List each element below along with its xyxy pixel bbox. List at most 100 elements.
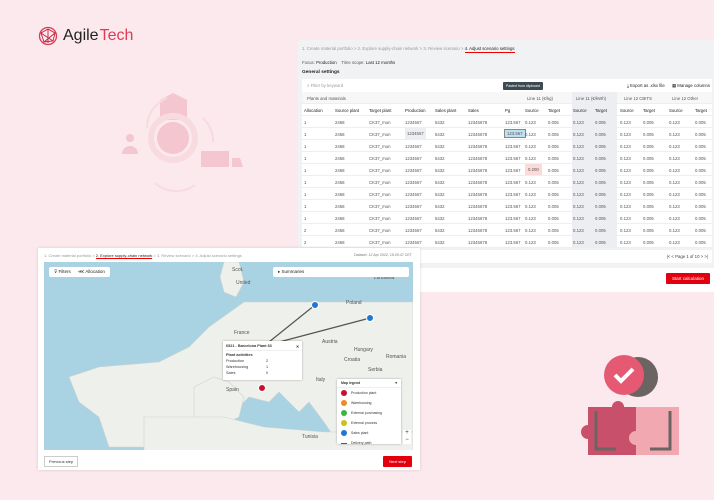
table-cell[interactable]: CK37_mon	[369, 144, 391, 149]
table-cell[interactable]: 0.123	[620, 180, 631, 185]
crumb-step-4[interactable]: 4. Adjust scenario settings	[464, 46, 515, 53]
table-cell[interactable]: 12345678	[468, 204, 488, 209]
table-cell[interactable]: 123.567	[505, 192, 521, 197]
table-cell[interactable]: 2468	[335, 180, 345, 185]
table-cell[interactable]: 0.123	[525, 132, 536, 137]
table-cell[interactable]: 0.123	[669, 168, 680, 173]
table-cell[interactable]: 12345678	[468, 144, 488, 149]
group-line11-kg[interactable]: Line 11 (€/kg)	[527, 96, 553, 101]
table-cell[interactable]: 0.123	[669, 120, 680, 125]
manage-columns-button[interactable]: ▦ Manage columns	[672, 83, 710, 88]
table-cell[interactable]: 0.123	[620, 144, 631, 149]
table-cell[interactable]: 123.567	[505, 228, 521, 233]
table-cell[interactable]: 0.005	[548, 132, 559, 137]
table-cell[interactable]: 0.005	[548, 240, 559, 245]
table-cell[interactable]: 0.123	[620, 228, 631, 233]
table-cell[interactable]: 0.005	[595, 144, 606, 149]
table-cell[interactable]: 1234567	[405, 144, 422, 149]
table-cell[interactable]: 2468	[335, 120, 345, 125]
table-cell[interactable]: 1234567	[405, 192, 422, 197]
table-cell[interactable]: CK37_mon	[369, 120, 391, 125]
table-cell[interactable]: 0.123	[620, 156, 631, 161]
table-cell[interactable]: 0.005	[695, 228, 706, 233]
table-cell[interactable]: 0.123	[669, 204, 680, 209]
column-header[interactable]: Source	[620, 108, 634, 113]
table-cell[interactable]: 0.005	[643, 120, 654, 125]
table-cell[interactable]: 123.567	[504, 129, 526, 138]
table-cell[interactable]: 12345678	[468, 228, 488, 233]
table-row[interactable]: 1 2468 CK37_mon 1234567 5432 12345678 123.567 0…	[302, 152, 712, 164]
table-row[interactable]: 1 2468 CK37_mon 1234567 5432 12345678 123.567 0…	[302, 188, 712, 200]
table-cell[interactable]: 0.005	[695, 144, 706, 149]
table-cell[interactable]: 0.005	[548, 228, 559, 233]
column-header[interactable]: Production	[405, 108, 426, 113]
table-cell[interactable]: 2	[304, 240, 307, 245]
table-cell[interactable]: 123.567	[505, 156, 521, 161]
table-cell[interactable]: 1234567	[405, 204, 422, 209]
table-cell[interactable]: 1234567	[405, 180, 422, 185]
table-cell[interactable]: 0.123	[669, 240, 680, 245]
column-header[interactable]: Source plant	[335, 108, 360, 113]
zoom-in-button[interactable]: +	[405, 430, 409, 436]
table-cell[interactable]: 12345678	[468, 192, 488, 197]
column-header[interactable]: Source	[669, 108, 683, 113]
table-cell[interactable]: 12345678	[468, 216, 488, 221]
table-cell[interactable]: 5432	[435, 120, 445, 125]
table-cell[interactable]: 2468	[335, 144, 345, 149]
table-cell[interactable]: 0.005	[643, 168, 654, 173]
table-cell[interactable]: 1	[304, 216, 307, 221]
table-row[interactable]: 1 2468 CK37_mon 1234567 5432 12345678 123.567 0…	[302, 128, 712, 140]
table-cell[interactable]: CK37_mon	[369, 192, 391, 197]
table-cell[interactable]: 12345678	[468, 132, 488, 137]
table-cell[interactable]: 1234567	[405, 240, 422, 245]
table-cell[interactable]: 0.005	[695, 168, 706, 173]
table-cell[interactable]: 2468	[335, 216, 345, 221]
table-cell[interactable]: 0.123	[573, 168, 584, 173]
table-cell[interactable]: 1234567	[405, 128, 426, 139]
table-cell[interactable]: 12345678	[468, 120, 488, 125]
column-header[interactable]: Sales	[468, 108, 479, 113]
table-cell[interactable]: 0.123	[525, 240, 536, 245]
table-cell[interactable]: 0.123	[573, 228, 584, 233]
table-cell[interactable]: 12345678	[468, 156, 488, 161]
table-cell[interactable]: 0.005	[643, 144, 654, 149]
table-cell[interactable]: 0.005	[548, 144, 559, 149]
group-line11-kwh[interactable]: Line 11 (€/kWh)	[576, 96, 607, 101]
table-cell[interactable]: 0.005	[695, 132, 706, 137]
production-plant-pin[interactable]	[258, 384, 266, 392]
column-header[interactable]: Allocation	[304, 108, 323, 113]
table-cell[interactable]: 2468	[335, 192, 345, 197]
crumb-step-2[interactable]: 2. Explore supply-chain network	[357, 46, 419, 51]
table-cell[interactable]: 0.123	[620, 168, 631, 173]
table-cell[interactable]: 0.123	[573, 204, 584, 209]
table-cell[interactable]: 0.005	[595, 156, 606, 161]
table-cell[interactable]: CK37_mon	[369, 228, 391, 233]
export-button[interactable]: ⤓ Export as .xlsx file	[627, 83, 665, 88]
table-cell[interactable]: 0.123	[573, 156, 584, 161]
table-cell[interactable]: 0.200	[525, 164, 542, 175]
table-cell[interactable]: 123.567	[505, 120, 521, 125]
crumb-step-1[interactable]: 1. Create material portfolio	[302, 46, 353, 51]
table-cell[interactable]: 0.005	[695, 204, 706, 209]
table-cell[interactable]: 12345678	[468, 180, 488, 185]
table-row[interactable]: 1 2468 CK37_mon 1234567 5432 12345678 123.567 0…	[302, 212, 712, 224]
table-cell[interactable]: CK37_mon	[369, 168, 391, 173]
table-cell[interactable]: 0.123	[525, 204, 536, 209]
table-cell[interactable]: 0.005	[595, 192, 606, 197]
start-calculation-button[interactable]: Start calculation	[665, 273, 710, 284]
sales-plant-pin[interactable]	[366, 314, 374, 322]
table-cell[interactable]: 0.005	[595, 216, 606, 221]
crumb-step-4[interactable]: 4. Adjust scenario settings	[195, 253, 242, 258]
table-cell[interactable]: 5432	[435, 192, 445, 197]
table-cell[interactable]: 2468	[335, 204, 345, 209]
table-cell[interactable]: 1	[304, 204, 307, 209]
table-cell[interactable]: 123.567	[505, 240, 521, 245]
table-cell[interactable]: 0.123	[620, 204, 631, 209]
table-cell[interactable]: 2468	[335, 240, 345, 245]
table-cell[interactable]: 123.567	[505, 204, 521, 209]
table-cell[interactable]: 0.123	[620, 240, 631, 245]
table-row[interactable]: 1 2468 CK37_mon 1234567 5432 12345678 123.567 0…	[302, 116, 712, 128]
table-cell[interactable]: 5432	[435, 168, 445, 173]
table-cell[interactable]: 2468	[335, 132, 345, 137]
table-cell[interactable]: CK37_mon	[369, 156, 391, 161]
